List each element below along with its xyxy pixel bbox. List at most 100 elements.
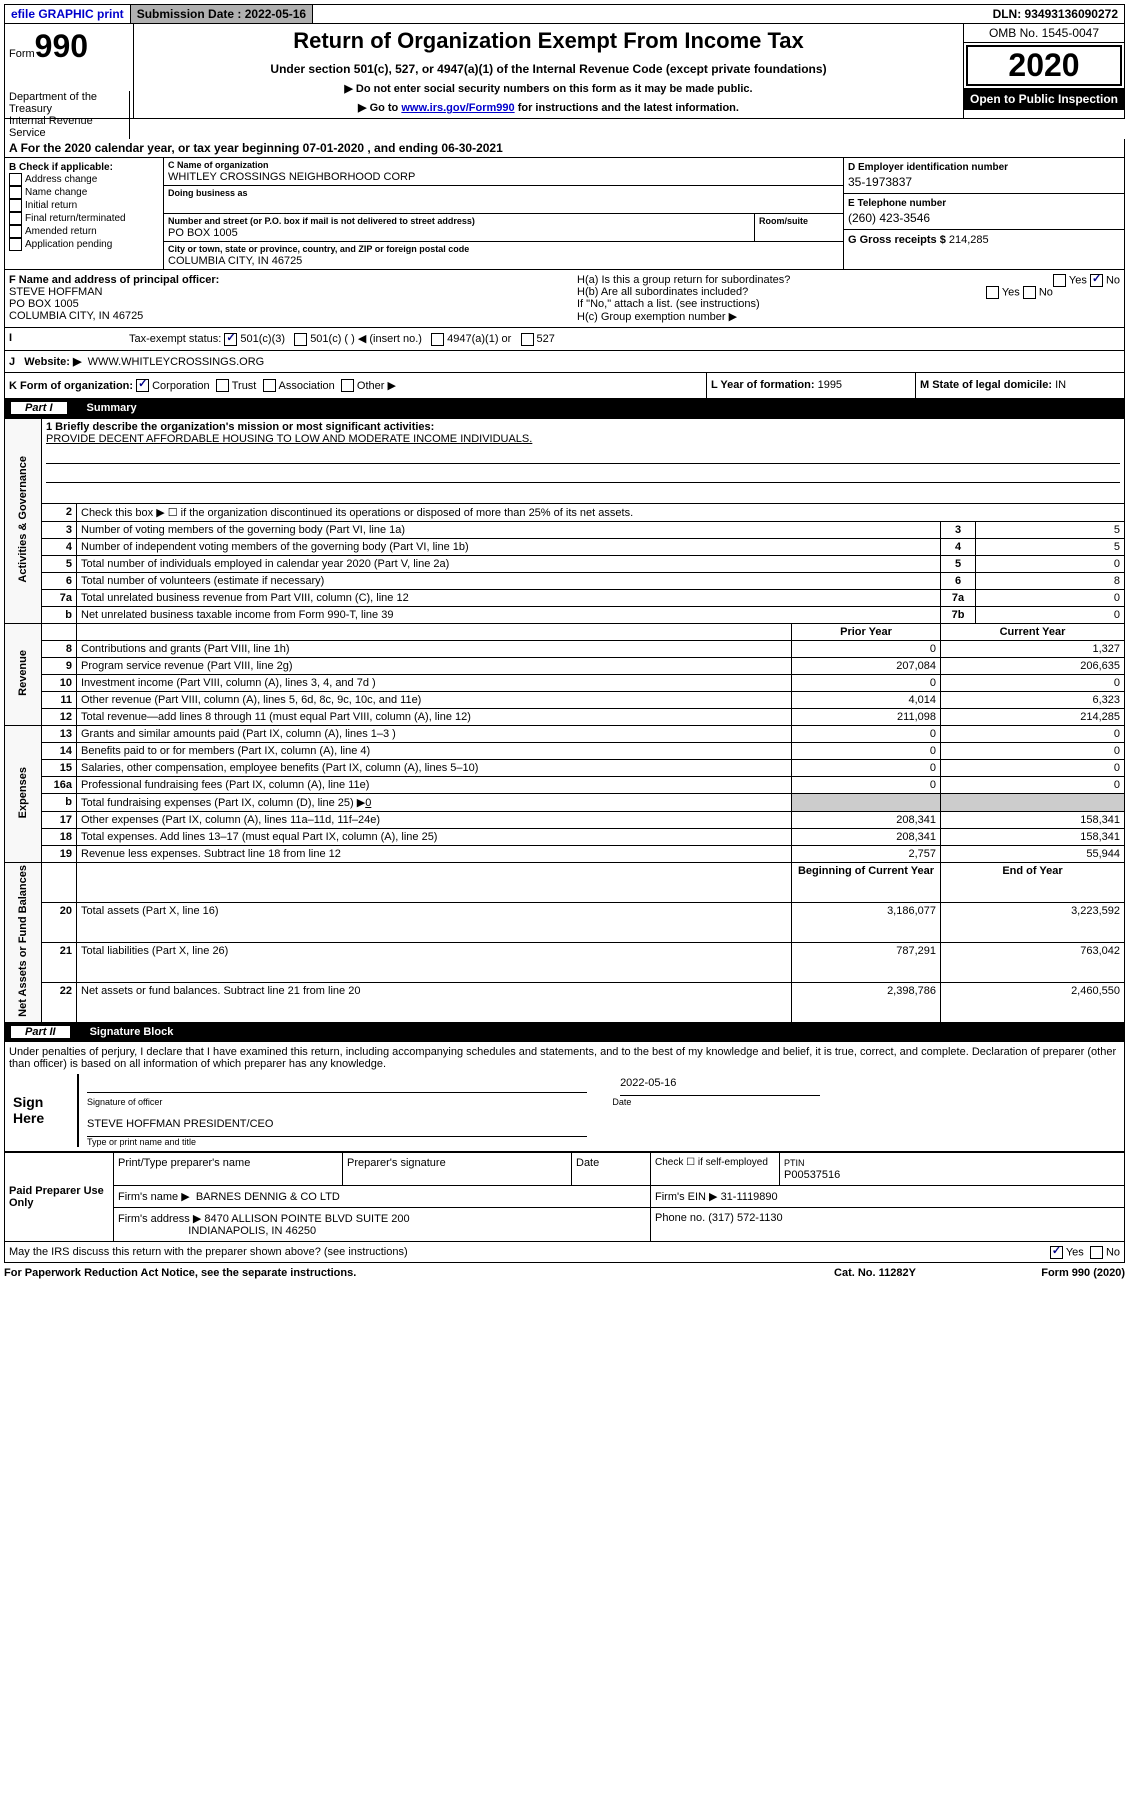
year-box: OMB No. 1545-0047 2020 Open to Public In…	[963, 24, 1124, 118]
part-ii-header: Part II Signature Block	[4, 1023, 1125, 1042]
header-sub3: Go to www.irs.gov/Form990 for instructio…	[138, 101, 959, 114]
table-row: Expenses 13Grants and similar amounts pa…	[5, 726, 1125, 743]
table-row: 21Total liabilities (Part X, line 26)787…	[5, 943, 1125, 983]
checkbox-hb-yes[interactable]	[986, 286, 999, 299]
perjury-declaration: Under penalties of perjury, I declare th…	[9, 1046, 1120, 1070]
main-title: Return of Organization Exempt From Incom…	[138, 28, 959, 54]
right-info-col: D Employer identification number 35-1973…	[844, 158, 1124, 269]
top-bar: efile GRAPHIC print Submission Date : 20…	[4, 4, 1125, 24]
checkbox-trust[interactable]	[216, 379, 229, 392]
main-info: B Check if applicable: Address change Na…	[4, 158, 1125, 270]
dln: DLN: 93493136090272	[987, 5, 1124, 23]
checkbox-application-pending[interactable]	[9, 238, 22, 251]
table-row: 12Total revenue—add lines 8 through 11 (…	[5, 709, 1125, 726]
table-row: 17Other expenses (Part IX, column (A), l…	[5, 812, 1125, 829]
header-center: Return of Organization Exempt From Incom…	[134, 24, 963, 118]
checkbox-ha-no[interactable]	[1090, 274, 1103, 287]
table-row: Activities & Governance 1 Briefly descri…	[5, 419, 1125, 504]
checkbox-discuss-no[interactable]	[1090, 1246, 1103, 1259]
signature-date: 2022-05-16	[620, 1077, 820, 1096]
submission-date: Submission Date : 2022-05-16	[131, 5, 313, 23]
table-row: 2Check this box ▶ ☐ if the organization …	[5, 504, 1125, 522]
firm-address1: 8470 ALLISON POINTE BLVD SUITE 200	[204, 1213, 409, 1225]
checkbox-other[interactable]	[341, 379, 354, 392]
efile-link-cell: efile GRAPHIC print	[5, 5, 131, 23]
section-b: B Check if applicable: Address change Na…	[5, 158, 164, 269]
firm-phone: (317) 572-1130	[708, 1212, 782, 1224]
table-row: Net Assets or Fund Balances Beginning of…	[5, 863, 1125, 903]
section-h: H(a) Is this a group return for subordin…	[573, 270, 1124, 327]
ein: 35-1973837	[848, 175, 1120, 189]
form990-link[interactable]: www.irs.gov/Form990	[401, 102, 514, 114]
mission-text: PROVIDE DECENT AFFORDABLE HOUSING TO LOW…	[46, 433, 532, 445]
section-klm: K Form of organization: Corporation Trus…	[4, 373, 1125, 400]
efile-link[interactable]: efile GRAPHIC print	[11, 7, 124, 21]
table-row: bNet unrelated business taxable income f…	[5, 607, 1125, 624]
checkbox-527[interactable]	[521, 333, 534, 346]
checkbox-association[interactable]	[263, 379, 276, 392]
city-row: City or town, state or province, country…	[164, 242, 843, 269]
table-row: 18Total expenses. Add lines 13–17 (must …	[5, 829, 1125, 846]
year-formation: 1995	[818, 379, 842, 391]
checkbox-initial-return[interactable]	[9, 199, 22, 212]
table-row: 7aTotal unrelated business revenue from …	[5, 590, 1125, 607]
footer: For Paperwork Reduction Act Notice, see …	[4, 1263, 1125, 1283]
table-row: 19Revenue less expenses. Subtract line 1…	[5, 846, 1125, 863]
table-row: 15Salaries, other compensation, employee…	[5, 760, 1125, 777]
sign-here-label: Sign Here	[9, 1074, 77, 1147]
org-name: WHITLEY CROSSINGS NEIGHBORHOOD CORP	[168, 171, 839, 183]
ein-row: D Employer identification number 35-1973…	[844, 158, 1124, 194]
table-row: bTotal fundraising expenses (Part IX, co…	[5, 794, 1125, 812]
header-sub1: Under section 501(c), 527, or 4947(a)(1)…	[138, 62, 959, 76]
address-row: Number and street (or P.O. box if mail i…	[164, 214, 843, 242]
header-sub2: Do not enter social security numbers on …	[138, 82, 959, 95]
table-row: 11Other revenue (Part VIII, column (A), …	[5, 692, 1125, 709]
checkbox-final-return[interactable]	[9, 212, 22, 225]
website: WWW.WHITLEYCROSSINGS.ORG	[88, 356, 265, 368]
header-row: Form990 Return of Organization Exempt Fr…	[4, 24, 1125, 119]
org-name-row: C Name of organization WHITLEY CROSSINGS…	[164, 158, 843, 186]
table-row: 8Contributions and grants (Part VIII, li…	[5, 641, 1125, 658]
table-row: 22Net assets or fund balances. Subtract …	[5, 983, 1125, 1023]
city-state-zip: COLUMBIA CITY, IN 46725	[168, 255, 839, 267]
table-row: 3Number of voting members of the governi…	[5, 522, 1125, 539]
table-row: 6Total number of volunteers (estimate if…	[5, 573, 1125, 590]
table-row: Paid Preparer Use Only Print/Type prepar…	[5, 1153, 1125, 1186]
dba-row: Doing business as	[164, 186, 843, 214]
table-row: 5Total number of individuals employed in…	[5, 556, 1125, 573]
checkbox-address-change[interactable]	[9, 173, 22, 186]
firm-ein: 31-1119890	[721, 1191, 778, 1203]
checkbox-501c3[interactable]	[224, 333, 237, 346]
table-row: 16aProfessional fundraising fees (Part I…	[5, 777, 1125, 794]
officer-printed-name: STEVE HOFFMAN PRESIDENT/CEO	[87, 1118, 273, 1130]
checkbox-ha-yes[interactable]	[1053, 274, 1066, 287]
table-row: 20Total assets (Part X, line 16)3,186,07…	[5, 903, 1125, 943]
checkbox-501c[interactable]	[294, 333, 307, 346]
checkbox-amended-return[interactable]	[9, 225, 22, 238]
discuss-row: May the IRS discuss this return with the…	[4, 1242, 1125, 1263]
checkbox-corporation[interactable]	[136, 379, 149, 392]
section-c: C Name of organization WHITLEY CROSSINGS…	[164, 158, 844, 269]
table-row: Firm's name ▶ BARNES DENNIG & CO LTD Fir…	[5, 1186, 1125, 1208]
table-row: Firm's address ▶ 8470 ALLISON POINTE BLV…	[5, 1208, 1125, 1242]
open-to-public: Open to Public Inspection	[964, 88, 1124, 110]
gross-receipts-row: G Gross receipts $ 214,285	[844, 230, 1124, 262]
table-row: 14Benefits paid to or for members (Part …	[5, 743, 1125, 760]
checkbox-4947[interactable]	[431, 333, 444, 346]
checkbox-discuss-yes[interactable]	[1050, 1246, 1063, 1259]
checkbox-name-change[interactable]	[9, 186, 22, 199]
ptin: P00537516	[784, 1169, 840, 1181]
omb-number: OMB No. 1545-0047	[964, 24, 1124, 43]
paid-preparer-label: Paid Preparer Use Only	[5, 1153, 114, 1242]
part-i-header: Part I Summary	[4, 399, 1125, 418]
firm-address2: INDIANAPOLIS, IN 46250	[188, 1225, 316, 1237]
street-address: PO BOX 1005	[168, 227, 750, 239]
state-domicile: IN	[1055, 379, 1066, 391]
firm-name: BARNES DENNIG & CO LTD	[196, 1191, 340, 1203]
officer-signature-line[interactable]	[87, 1074, 587, 1093]
section-j: J Website: ▶ WWW.WHITLEYCROSSINGS.ORG	[4, 351, 1125, 373]
checkbox-hb-no[interactable]	[1023, 286, 1036, 299]
preparer-table: Paid Preparer Use Only Print/Type prepar…	[4, 1152, 1125, 1242]
summary-table: Activities & Governance 1 Briefly descri…	[4, 418, 1125, 1023]
gross-receipts: 214,285	[949, 234, 989, 246]
